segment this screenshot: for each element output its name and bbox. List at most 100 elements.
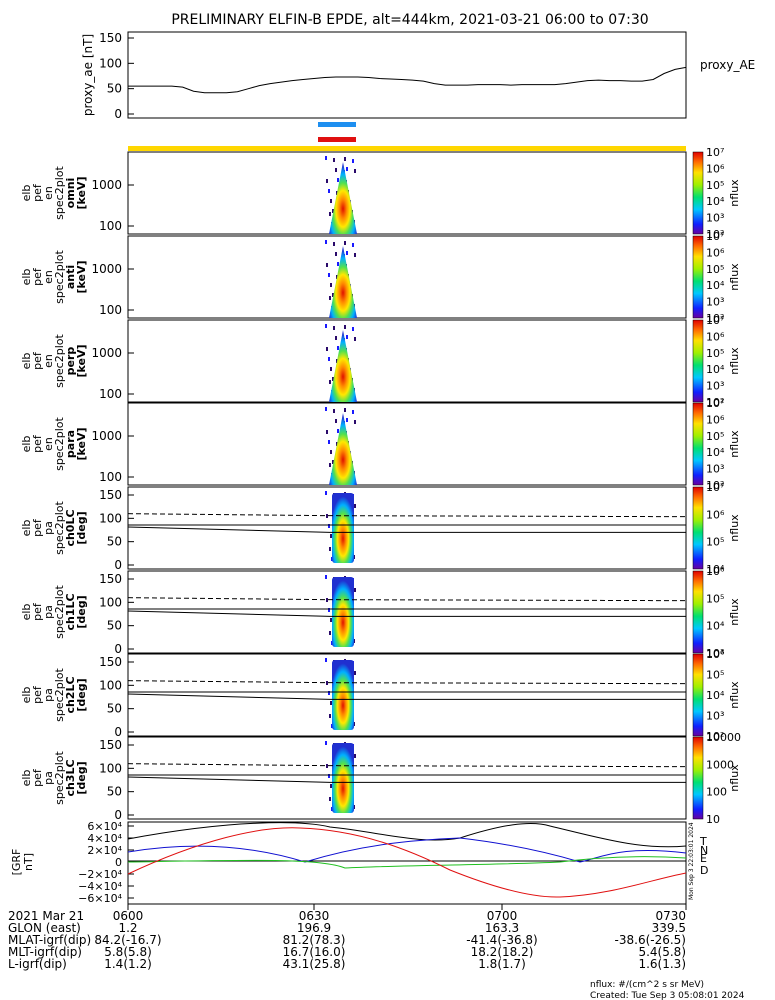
loss-cone-line [127, 526, 686, 533]
bfield-ytick-label: 6×10⁴ [87, 820, 122, 833]
colorbar [692, 570, 704, 654]
colorbar-tick-label: 10⁴ [706, 446, 725, 459]
colorbar [692, 486, 704, 570]
spectrogram-pixel [330, 784, 332, 788]
pitch-ylabel-line: spec2plot [53, 585, 66, 639]
spectrogram-pixel [354, 671, 356, 675]
spectrogram-pixel [329, 631, 331, 635]
spectrogram-pixel [344, 325, 346, 329]
colorbar-tick-label: 10⁶ [706, 413, 725, 426]
pitch-ylabel-line: elb [20, 604, 33, 621]
spectrogram-pixel [325, 324, 327, 328]
proxy-ae-frame [127, 31, 687, 119]
colorbar [692, 235, 704, 319]
energy-ytick-label: 1000 [91, 178, 122, 192]
footer-value: 0600 [113, 909, 144, 923]
spectrogram-pixel [326, 347, 328, 351]
colorbar-tick-label: 10⁶ [706, 508, 725, 521]
proxy-ae-panel: proxy_ae [nT] proxy_AE 0 50 100 150 [81, 31, 755, 121]
proxy-ae-ytick-label: 50 [107, 82, 122, 96]
energy-ylabel-line: [keV] [75, 344, 88, 377]
bfield-ytick-label: 2×10⁴ [87, 844, 122, 857]
footer-value: 0730 [655, 909, 686, 923]
colorbar-tick-label: 10⁷ [706, 146, 724, 159]
spectrogram-pixel [346, 418, 348, 422]
energy-ytick-label: 100 [99, 219, 122, 233]
spectrogram-pixel [325, 658, 327, 662]
bfield-ytick-label: −4×10⁴ [78, 880, 122, 893]
proxy-ae-ylabel: proxy_ae [nT] [81, 34, 95, 116]
bfield-ytick-label: 4×10⁴ [87, 832, 122, 845]
spectrogram-pixel [352, 327, 354, 331]
energy-ylabel-line: pef [31, 183, 44, 202]
colorbar [692, 736, 704, 820]
spectrogram-emission [329, 330, 357, 402]
pitch-panel-frame [127, 570, 687, 654]
energy-ytick-label: 100 [99, 470, 122, 484]
spectrogram-emission [329, 162, 357, 234]
colorbar-tick-label: 10² [706, 396, 724, 409]
colorbar-label: nflux [728, 598, 741, 626]
colorbar-tick-label: 10³ [706, 212, 724, 225]
loss-cone-line [127, 693, 686, 700]
pitch-ytick-label: 50 [107, 619, 122, 633]
spectrogram-pixel [352, 243, 354, 247]
colorbar-tick-label: 100 [706, 786, 727, 799]
pitch-ylabel-line: elb [20, 770, 33, 787]
pitch-ylabel-line: ch1LC [64, 593, 77, 630]
spectrogram-pixel [328, 357, 330, 361]
spectrogram-pixel [330, 367, 332, 371]
spectrogram-pixel [332, 377, 334, 381]
footer-value: 43.1(25.8) [283, 957, 346, 971]
pitch-ytick-label: 150 [99, 488, 122, 502]
pitch-ytick-label: 50 [107, 702, 122, 716]
colorbar-tick-label: 10⁵ [706, 179, 724, 192]
energy-ylabel-line: anti [64, 265, 77, 289]
colorbar-tick-label: 10⁴ [706, 689, 725, 702]
footer-value: 18.2(18.2) [471, 945, 534, 959]
energy-panel-frame [127, 151, 687, 235]
colorbar-tick-label: 10⁵ [706, 347, 724, 360]
spectrogram-pixel [328, 691, 330, 695]
bfield-side-note: Mon Sep 3 22:03:01 2024 [688, 822, 695, 900]
colorbar-tick-label: 10⁷ [706, 230, 724, 243]
pitch-ylabel-line: pa [42, 521, 55, 535]
spectrogram-pixel [329, 797, 331, 801]
energy-ylabel-line: en [42, 354, 55, 368]
energy-ylabel-line: [keV] [75, 427, 88, 460]
spectrogram-pixel [346, 251, 348, 255]
pitch-ylabel-line: [deg] [75, 761, 88, 794]
spectrogram-pixel [325, 741, 327, 745]
spectrogram-pixel [333, 242, 335, 246]
spectrogram-pixel [329, 547, 331, 551]
pitch-ytick-label: 100 [99, 761, 122, 775]
spectrogram-pixel [354, 169, 356, 173]
colorbar-tick-label: 10 [706, 813, 720, 826]
spectrogram-emission [332, 577, 354, 647]
colorbar-tick-label: 10² [706, 730, 724, 743]
bfield-legend-N: N [700, 844, 708, 857]
footer-value: 0630 [299, 909, 330, 923]
spectrogram-pixel [329, 714, 331, 718]
colorbar-tick-label: 10⁴ [706, 363, 725, 376]
energy-ylabel-line: para [64, 430, 77, 458]
spectrogram-pixel [328, 189, 330, 193]
spectrogram-pixel [328, 440, 330, 444]
energy-ytick-label: 1000 [91, 429, 122, 443]
spectrogram-pixel [330, 618, 332, 622]
pitch-ylabel-line: [deg] [75, 511, 88, 544]
pitch-ytick-label: 100 [99, 678, 122, 692]
spectrogram-pixel [344, 408, 346, 412]
spectrogram-pixel [346, 167, 348, 171]
energy-ylabel-line: [keV] [75, 260, 88, 293]
footer-value: 81.2(78.3) [283, 933, 346, 947]
orbit-footer: 2021 Mar 21 0600 0630 0700 0730 GLON (east) 1.… [8, 904, 687, 971]
colorbar-tick-label: 10⁶ [706, 246, 725, 259]
spectrogram-pixel [352, 410, 354, 414]
spectrogram-pixel [326, 514, 328, 518]
pitch-panel-frame [127, 486, 687, 570]
spectrogram-pixel [333, 158, 335, 162]
spectrogram-pixel [354, 420, 356, 424]
spectrogram-pixel [328, 273, 330, 277]
